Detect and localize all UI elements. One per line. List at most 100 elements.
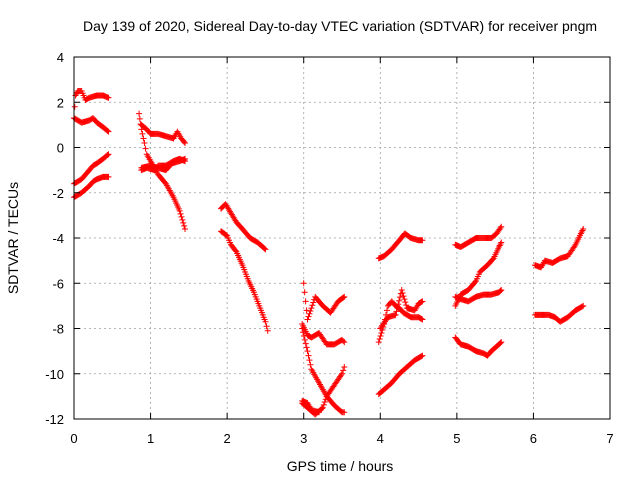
x-tick-label: 0 bbox=[70, 431, 77, 446]
data-point bbox=[321, 399, 328, 406]
data-point bbox=[419, 316, 426, 323]
data-point bbox=[571, 243, 578, 250]
data-point bbox=[303, 344, 310, 351]
data-point bbox=[497, 287, 504, 294]
y-tick-label: -8 bbox=[52, 322, 64, 337]
y-tick-labels: -12 -10 -8 -6 -4 -2 0 2 4 bbox=[45, 50, 64, 427]
data-point bbox=[263, 323, 270, 330]
data-point bbox=[305, 313, 312, 320]
data-point bbox=[400, 293, 407, 300]
data-point bbox=[232, 247, 239, 254]
data-point bbox=[393, 308, 400, 315]
data-point bbox=[395, 301, 402, 308]
data-point bbox=[396, 297, 403, 304]
data-point bbox=[580, 225, 587, 232]
data-point bbox=[497, 225, 504, 232]
data-point bbox=[498, 239, 505, 246]
data-point bbox=[264, 327, 271, 334]
data-point bbox=[302, 340, 309, 347]
data-point bbox=[304, 316, 311, 323]
data-point bbox=[341, 363, 348, 370]
data-point bbox=[141, 139, 148, 146]
data-point bbox=[419, 352, 426, 359]
data-point bbox=[299, 325, 306, 332]
data-point bbox=[419, 298, 426, 305]
data-point bbox=[300, 329, 307, 336]
y-tick-label: -10 bbox=[45, 367, 64, 382]
data-point bbox=[320, 401, 327, 408]
x-tick-labels: 0 1 2 3 4 5 6 7 bbox=[70, 431, 613, 446]
y-tick-label: -6 bbox=[52, 276, 64, 291]
x-tick-label: 1 bbox=[147, 431, 154, 446]
data-point bbox=[177, 210, 184, 217]
y-tick-label: -2 bbox=[52, 186, 64, 201]
x-tick-label: 5 bbox=[453, 431, 460, 446]
data-point bbox=[318, 405, 325, 412]
data-point bbox=[403, 302, 410, 309]
data-point bbox=[402, 299, 409, 306]
data-point bbox=[178, 213, 185, 220]
data-point bbox=[303, 307, 310, 314]
data-point bbox=[338, 372, 345, 379]
data-point bbox=[498, 339, 505, 346]
data-point bbox=[377, 333, 384, 340]
chart-title: Day 139 of 2020, Sidereal Day-to-day VTE… bbox=[83, 18, 597, 34]
data-point bbox=[375, 339, 382, 346]
data-point bbox=[300, 280, 307, 287]
data-point bbox=[105, 151, 112, 158]
data-point bbox=[140, 135, 147, 142]
data-point bbox=[401, 296, 408, 303]
data-point bbox=[472, 279, 479, 286]
data-point bbox=[136, 110, 143, 117]
data-point bbox=[104, 152, 111, 159]
data-point bbox=[306, 310, 313, 317]
data-point bbox=[104, 127, 111, 134]
data-point bbox=[396, 294, 403, 301]
data-point bbox=[307, 361, 314, 368]
data-point bbox=[322, 396, 329, 403]
data-point bbox=[498, 287, 505, 294]
data-point bbox=[176, 207, 183, 214]
data-point bbox=[71, 103, 78, 110]
data-point bbox=[306, 357, 313, 364]
data-point bbox=[180, 219, 187, 226]
data-point bbox=[319, 404, 326, 411]
data-point bbox=[181, 138, 188, 145]
data-point bbox=[316, 409, 323, 416]
data-point bbox=[300, 333, 307, 340]
data-point bbox=[398, 287, 405, 294]
data-point bbox=[139, 130, 146, 137]
data-point bbox=[302, 298, 309, 305]
y-axis-label: SDTVAR / TECUs bbox=[5, 182, 21, 294]
data-point bbox=[497, 339, 504, 346]
data-point bbox=[304, 348, 311, 355]
x-axis-label: GPS time / hours bbox=[287, 458, 394, 474]
data-point bbox=[181, 222, 188, 229]
data-point bbox=[378, 330, 385, 337]
data-point bbox=[376, 336, 383, 343]
data-point bbox=[307, 307, 314, 314]
x-tick-label: 6 bbox=[530, 431, 537, 446]
x-tick-label: 3 bbox=[300, 431, 307, 446]
data-point bbox=[394, 304, 401, 311]
data-point bbox=[142, 145, 149, 152]
data-point bbox=[105, 173, 112, 180]
x-tick-label: 2 bbox=[224, 431, 231, 446]
y-tick-label: 4 bbox=[57, 50, 64, 65]
axis-ticks bbox=[73, 56, 611, 420]
data-point bbox=[182, 225, 189, 232]
x-tick-label: 4 bbox=[377, 431, 384, 446]
x-tick-label: 7 bbox=[606, 431, 613, 446]
data-point bbox=[340, 337, 347, 344]
data-point bbox=[262, 318, 269, 325]
data-point bbox=[418, 353, 425, 360]
data-point bbox=[182, 155, 189, 162]
data-point bbox=[383, 307, 390, 314]
data-point bbox=[418, 298, 425, 305]
data-point bbox=[309, 302, 316, 309]
data-point bbox=[498, 223, 505, 230]
data-point bbox=[580, 302, 587, 309]
data-point bbox=[179, 216, 186, 223]
data-point bbox=[341, 339, 348, 346]
